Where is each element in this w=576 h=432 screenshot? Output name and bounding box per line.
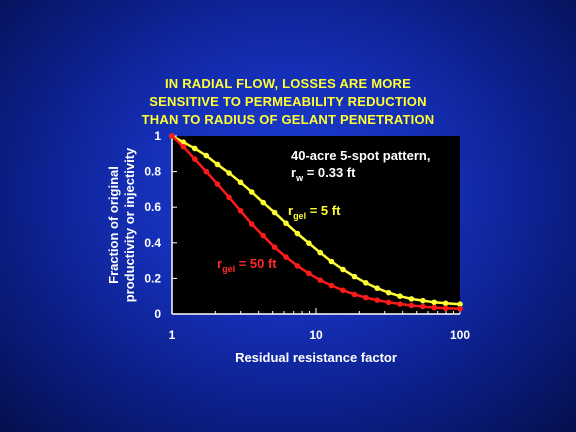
data-point (180, 139, 187, 146)
data-point (248, 189, 255, 195)
series-layer (169, 133, 463, 312)
data-point (340, 287, 346, 294)
data-point (363, 294, 369, 301)
x-tick-label: 1 (169, 328, 176, 342)
data-point (363, 280, 369, 286)
series-label-rgel-50: rgel = 50 ft (217, 256, 277, 274)
y-tick-label: 0 (154, 307, 161, 321)
annotation-line-2: rw = 0.33 ft (291, 165, 356, 183)
y-tick-label: 0.6 (144, 200, 161, 214)
chart-title-line-1: IN RADIAL FLOW, LOSSES ARE MORE (165, 76, 411, 91)
data-point (283, 254, 289, 260)
y-tick-label: 1 (154, 129, 161, 143)
data-point (283, 220, 289, 227)
annotation-line-1: 40-acre 5-spot pattern, (291, 148, 430, 163)
data-point (408, 296, 415, 302)
data-point (237, 179, 244, 186)
data-point (294, 230, 301, 237)
y-tick-label: 0.8 (144, 165, 161, 179)
y-tick-label: 0.4 (144, 236, 161, 250)
data-point (420, 297, 426, 304)
data-point (271, 209, 278, 216)
data-point (397, 293, 403, 300)
axes: 0 0.2 0.4 0.6 0.8 1 1 10 100 (144, 129, 470, 342)
y-axis-title-line-2: productivity or injectivity (122, 147, 137, 302)
data-point (192, 145, 198, 152)
data-point (306, 270, 312, 277)
data-point (226, 194, 232, 201)
data-point (203, 168, 210, 175)
data-point (385, 289, 392, 296)
data-point (169, 133, 175, 139)
data-point (328, 282, 335, 289)
data-point (420, 303, 426, 310)
data-point (431, 304, 438, 311)
data-point (457, 305, 463, 312)
data-point (294, 263, 301, 269)
data-point (457, 301, 463, 308)
data-point (214, 181, 221, 187)
x-axis-title: Residual resistance factor (235, 350, 397, 365)
data-point (237, 207, 244, 214)
data-point (328, 258, 335, 265)
data-point (431, 299, 438, 306)
chart-title-line-3: THAN TO RADIUS OF GELANT PENETRATION (141, 112, 435, 127)
chart-title-line-2: SENSITIVE TO PERMEABILITY REDUCTION (149, 94, 427, 109)
data-point (214, 161, 221, 168)
y-axis-title-line-1: Fraction of original (106, 166, 121, 284)
data-point (385, 299, 392, 306)
data-point (317, 249, 324, 256)
y-tick-label: 0.2 (144, 271, 161, 285)
data-point (397, 301, 403, 307)
data-point (260, 199, 267, 206)
data-point (260, 232, 267, 239)
data-point (351, 273, 358, 280)
data-point (192, 156, 198, 162)
data-point (442, 300, 449, 307)
data-point (248, 221, 255, 227)
data-point (351, 291, 358, 298)
data-point (317, 277, 324, 283)
data-point (442, 305, 449, 312)
data-point (180, 143, 187, 150)
data-point (271, 244, 278, 251)
data-point (340, 266, 346, 273)
data-point (203, 152, 210, 159)
data-point (408, 302, 415, 309)
series-0 (169, 133, 463, 308)
series-1 (169, 133, 463, 312)
x-tick-label: 100 (450, 328, 470, 342)
data-point (306, 240, 312, 246)
data-point (226, 170, 232, 176)
data-point (374, 285, 380, 291)
data-point (374, 297, 380, 303)
x-tick-label: 10 (309, 328, 323, 342)
series-label-rgel-5: rgel = 5 ft (288, 203, 341, 221)
